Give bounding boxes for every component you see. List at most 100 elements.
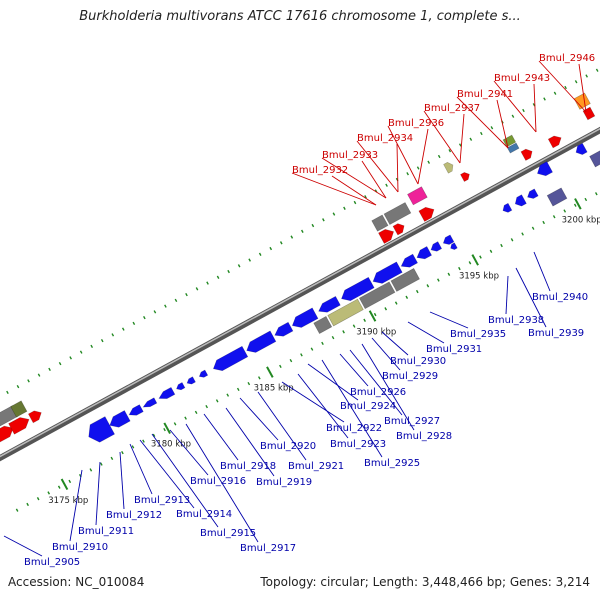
reverse-gene-arrow bbox=[450, 242, 458, 250]
scale-tick bbox=[266, 366, 274, 378]
gene-box-olive bbox=[327, 298, 364, 327]
label-leader-line bbox=[151, 433, 219, 528]
gene-label: Bmul_2946 bbox=[539, 53, 595, 64]
reverse-tick-mark bbox=[257, 376, 261, 380]
scale-tick bbox=[471, 254, 479, 266]
forward-tick-mark bbox=[90, 344, 94, 349]
scale-tick-label: 3185 kbp bbox=[254, 384, 294, 394]
gene-label: Bmul_2915 bbox=[200, 528, 256, 539]
forward-tick-mark bbox=[416, 166, 420, 170]
label-leader-line bbox=[3, 535, 43, 557]
label-leader-line bbox=[496, 99, 509, 149]
forward-tick-mark bbox=[290, 235, 294, 239]
gene-label: Bmul_2927 bbox=[384, 416, 440, 427]
reverse-tick-mark bbox=[163, 427, 166, 432]
scale-tick-label: 3195 kbp bbox=[459, 271, 499, 281]
gene-label: Bmul_2937 bbox=[424, 103, 480, 114]
reverse-tick-mark bbox=[68, 479, 72, 484]
reverse-tick-mark bbox=[194, 410, 198, 415]
reverse-tick-mark bbox=[110, 456, 114, 461]
gene-box-purple bbox=[589, 141, 600, 168]
forward-tick-mark bbox=[164, 304, 167, 308]
gene-label: Bmul_2935 bbox=[450, 329, 506, 340]
label-leader-line bbox=[505, 275, 509, 315]
gene-label: Bmul_2905 bbox=[24, 557, 80, 568]
reverse-gene-arrow bbox=[158, 386, 176, 399]
reverse-gene-arrow bbox=[246, 330, 277, 353]
forward-tick-mark bbox=[111, 333, 115, 337]
forward-gene-arrow bbox=[520, 148, 533, 161]
gene-box-olive bbox=[502, 134, 517, 148]
gene-label: Bmul_2938 bbox=[488, 315, 544, 326]
label-leader-line bbox=[185, 423, 259, 543]
label-leader-line bbox=[69, 469, 83, 542]
gene-label: Bmul_2941 bbox=[457, 89, 513, 100]
forward-tick-mark bbox=[364, 195, 367, 199]
reverse-tick-mark bbox=[121, 451, 124, 455]
gene-label: Bmul_2928 bbox=[396, 431, 452, 442]
forward-tick-mark bbox=[174, 298, 178, 302]
forward-gene-arrow bbox=[418, 206, 435, 222]
scale-tick bbox=[163, 422, 171, 434]
gene-label: Bmul_2923 bbox=[330, 439, 386, 450]
label-leader-line bbox=[239, 397, 279, 441]
label-leader-line bbox=[129, 443, 153, 495]
reverse-gene-arrow bbox=[502, 202, 513, 213]
gene-label: Bmul_2916 bbox=[190, 476, 246, 487]
scale-tick bbox=[574, 198, 582, 210]
reverse-tick-mark bbox=[342, 330, 345, 334]
reverse-tick-mark bbox=[331, 335, 335, 340]
scale-tick bbox=[60, 478, 69, 491]
reverse-gene-arrow bbox=[186, 376, 196, 385]
reverse-tick-mark bbox=[426, 284, 430, 288]
reverse-tick-mark bbox=[542, 220, 545, 225]
reverse-tick-mark bbox=[584, 197, 588, 202]
forward-tick-mark bbox=[132, 321, 136, 326]
gene-label: Bmul_2932 bbox=[292, 165, 348, 176]
label-leader-line bbox=[423, 110, 461, 164]
forward-tick-mark bbox=[185, 292, 188, 297]
forward-tick-mark bbox=[206, 281, 209, 285]
gene-label: Bmul_2913 bbox=[134, 495, 190, 506]
gene-label: Bmul_2929 bbox=[382, 371, 438, 382]
reverse-tick-mark bbox=[415, 289, 419, 294]
gene-box-gray bbox=[371, 214, 389, 232]
forward-gene-arrow bbox=[460, 172, 470, 182]
label-leader-line bbox=[407, 321, 445, 344]
gene-box-magenta bbox=[407, 186, 428, 206]
gene-label: Bmul_2918 bbox=[220, 461, 276, 472]
reverse-gene-arrow bbox=[274, 321, 294, 337]
label-leader-line bbox=[396, 143, 399, 193]
reverse-tick-mark bbox=[89, 468, 93, 472]
reverse-tick-mark bbox=[510, 238, 514, 242]
reverse-gene-arrow bbox=[198, 369, 209, 378]
summary-text: Topology: circular; Length: 3,448,466 bp… bbox=[260, 575, 590, 589]
forward-gene-arrow bbox=[8, 417, 30, 435]
reverse-gene-arrow bbox=[142, 397, 158, 408]
reverse-tick-mark bbox=[552, 215, 556, 219]
forward-tick-mark bbox=[437, 154, 441, 159]
label-leader-line bbox=[203, 413, 239, 461]
reverse-tick-mark bbox=[100, 462, 103, 466]
backbone-highlight bbox=[0, 127, 600, 458]
forward-tick-mark bbox=[511, 114, 515, 118]
forward-tick-mark bbox=[58, 361, 62, 366]
forward-tick-mark bbox=[269, 246, 273, 251]
gene-label: Bmul_2933 bbox=[322, 150, 378, 161]
label-leader-line bbox=[349, 349, 403, 416]
forward-gene-arrow bbox=[27, 410, 42, 424]
label-leader-line bbox=[371, 337, 401, 371]
forward-tick-mark bbox=[258, 252, 262, 256]
reverse-tick-mark bbox=[15, 508, 19, 512]
reverse-tick-mark bbox=[363, 318, 366, 322]
forward-tick-mark bbox=[27, 379, 30, 383]
forward-tick-mark bbox=[143, 315, 146, 320]
forward-gene-arrow bbox=[0, 425, 14, 451]
reverse-gene-arrow bbox=[88, 416, 115, 443]
forward-tick-mark bbox=[469, 137, 473, 141]
label-leader-line bbox=[95, 461, 101, 526]
reverse-tick-mark bbox=[321, 341, 324, 345]
gene-label: Bmul_2926 bbox=[350, 387, 406, 398]
accession-label: Accession: bbox=[8, 575, 72, 589]
reverse-gene-arrow bbox=[442, 234, 455, 245]
